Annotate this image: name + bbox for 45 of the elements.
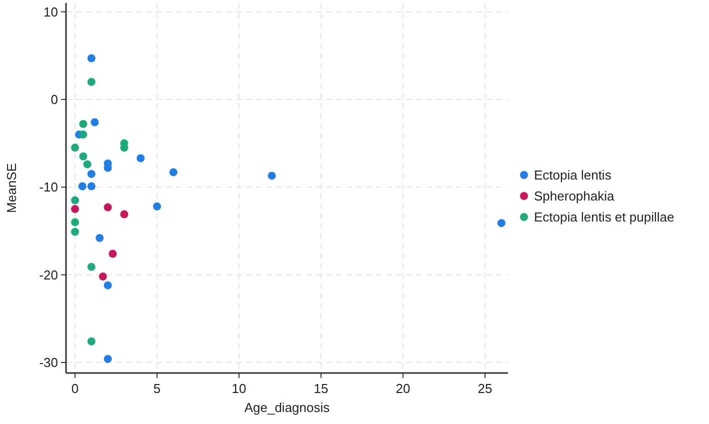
x-tick-label: 10 [232,381,246,396]
point [71,218,80,226]
point [153,202,162,210]
point [108,250,117,258]
legend-label: Spherophakia [534,188,615,204]
point [169,168,178,176]
point [104,354,112,363]
point [120,210,128,218]
point [104,203,112,212]
y-tick-label: 10 [44,4,58,20]
y-axis-title: MeanSE [4,162,19,213]
point [98,272,107,281]
x-tick-label: 20 [396,381,410,396]
point [78,182,86,190]
point [104,281,112,290]
y-tick-label: -30 [39,355,58,370]
point [87,54,96,62]
x-tick-label: 0 [71,381,79,396]
x-tick-label: 15 [314,381,328,396]
legend-label: Ectopia lentis [534,168,612,183]
point [87,78,96,86]
point [71,228,80,236]
point [96,234,104,242]
point [87,262,96,271]
x-tick-label: 25 [478,381,492,396]
point [79,152,88,160]
point [87,337,96,346]
point [79,130,88,139]
point [83,160,92,168]
y-tick-label: -10 [39,180,58,195]
point [87,170,96,178]
point [71,196,80,204]
y-tick-label: -20 [39,267,58,282]
x-axis-title: Age_diagnosis [244,400,330,415]
x-tick-label: 5 [153,381,161,396]
legend-label: Ectopia lentis et pupillae [534,210,674,225]
point [87,182,96,190]
point [79,120,88,128]
point [71,144,80,152]
point [136,154,145,162]
point [497,219,506,228]
point [268,172,276,180]
point [71,205,80,214]
y-tick-label: 0 [50,92,58,107]
point [90,118,99,126]
